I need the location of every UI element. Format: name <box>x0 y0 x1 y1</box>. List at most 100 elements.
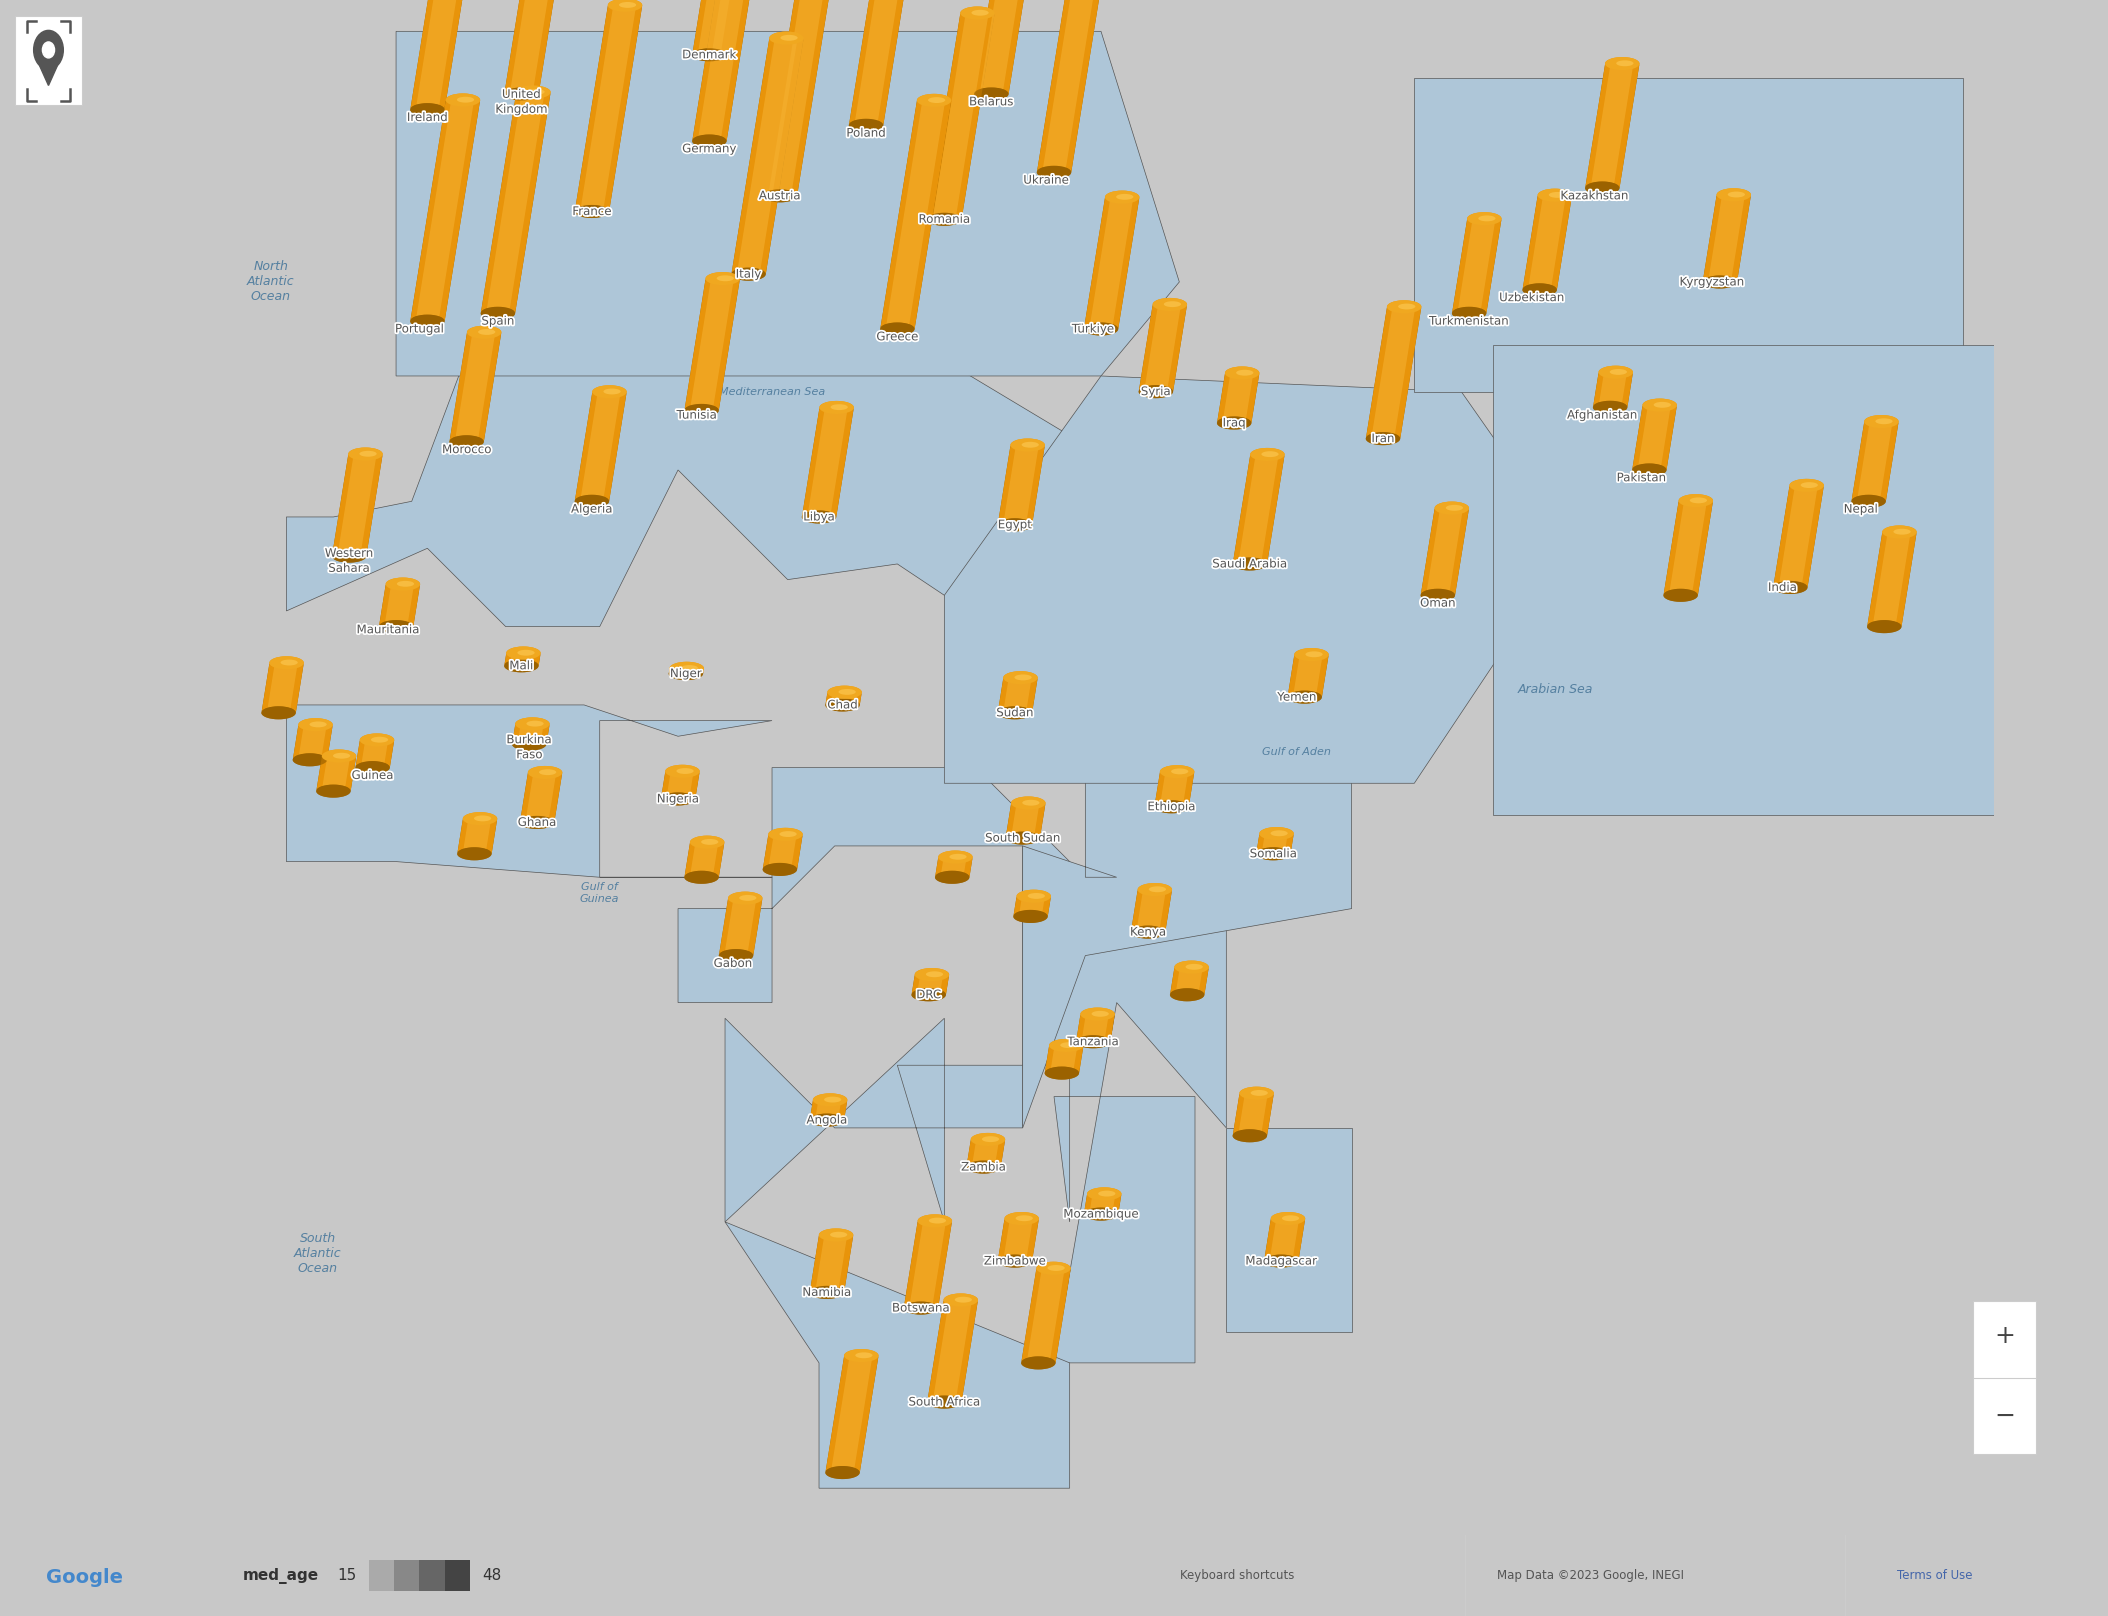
Ellipse shape <box>1084 323 1117 336</box>
Polygon shape <box>575 391 626 507</box>
Ellipse shape <box>839 688 856 695</box>
Text: Pakistan: Pakistan <box>1617 472 1665 485</box>
Ellipse shape <box>1421 588 1455 601</box>
Polygon shape <box>457 819 497 860</box>
Polygon shape <box>660 764 700 800</box>
Text: Yemen: Yemen <box>1277 690 1315 703</box>
Text: Niger: Niger <box>670 667 702 680</box>
Polygon shape <box>809 1100 847 1126</box>
Ellipse shape <box>1258 827 1294 840</box>
Text: Portugal: Portugal <box>394 323 445 336</box>
Polygon shape <box>1600 365 1627 402</box>
Polygon shape <box>363 734 390 763</box>
Polygon shape <box>668 663 704 674</box>
Polygon shape <box>980 0 1035 89</box>
Polygon shape <box>1233 1086 1273 1136</box>
Polygon shape <box>1288 654 1328 703</box>
Polygon shape <box>356 740 394 774</box>
Ellipse shape <box>1235 370 1254 375</box>
Polygon shape <box>997 1218 1039 1267</box>
Text: Namibia: Namibia <box>803 1286 852 1299</box>
Ellipse shape <box>1225 367 1258 380</box>
Ellipse shape <box>917 1214 953 1228</box>
Polygon shape <box>1265 1212 1305 1262</box>
Polygon shape <box>1037 0 1102 173</box>
Text: Angola: Angola <box>807 1113 847 1126</box>
Polygon shape <box>826 692 862 711</box>
Ellipse shape <box>360 451 377 457</box>
Ellipse shape <box>1014 910 1048 923</box>
Ellipse shape <box>1185 963 1204 970</box>
Ellipse shape <box>348 448 384 461</box>
Ellipse shape <box>944 1293 978 1307</box>
Ellipse shape <box>689 835 725 848</box>
Polygon shape <box>293 718 333 760</box>
Ellipse shape <box>1294 648 1328 661</box>
Polygon shape <box>1288 648 1328 698</box>
Text: Gulf of
Guinea: Gulf of Guinea <box>580 882 620 903</box>
Polygon shape <box>1012 797 1039 834</box>
Text: Kenya: Kenya <box>1130 926 1166 939</box>
Ellipse shape <box>1642 399 1678 412</box>
Text: Kyrgyzstan: Kyrgyzstan <box>1680 275 1745 289</box>
Polygon shape <box>763 834 803 876</box>
Ellipse shape <box>360 734 394 747</box>
Ellipse shape <box>1868 621 1901 633</box>
Ellipse shape <box>1691 498 1707 503</box>
Polygon shape <box>1851 415 1899 503</box>
Polygon shape <box>411 94 481 322</box>
Polygon shape <box>816 1228 847 1288</box>
Polygon shape <box>809 1094 847 1120</box>
Ellipse shape <box>997 1254 1033 1267</box>
Ellipse shape <box>1851 494 1887 507</box>
Polygon shape <box>660 771 700 805</box>
Ellipse shape <box>1478 215 1495 221</box>
Polygon shape <box>379 577 419 627</box>
Text: Mauritania: Mauritania <box>356 624 419 637</box>
Polygon shape <box>396 31 1178 377</box>
Ellipse shape <box>1632 464 1667 477</box>
Polygon shape <box>807 401 850 512</box>
Polygon shape <box>1014 890 1052 916</box>
Polygon shape <box>928 1299 978 1409</box>
Polygon shape <box>997 677 1037 719</box>
Text: Guinea: Guinea <box>352 769 394 782</box>
Polygon shape <box>928 1293 978 1403</box>
Ellipse shape <box>1790 478 1823 491</box>
Ellipse shape <box>379 621 413 633</box>
Ellipse shape <box>917 94 951 107</box>
Ellipse shape <box>504 659 540 672</box>
Polygon shape <box>356 734 394 768</box>
Ellipse shape <box>1537 189 1573 202</box>
Ellipse shape <box>457 97 474 103</box>
Polygon shape <box>685 835 725 877</box>
Polygon shape <box>261 656 304 713</box>
Text: Poland: Poland <box>845 126 885 139</box>
Polygon shape <box>974 0 1039 100</box>
Polygon shape <box>1052 1039 1077 1068</box>
Ellipse shape <box>809 1113 843 1126</box>
Polygon shape <box>1779 478 1819 583</box>
Text: 15: 15 <box>337 1568 356 1584</box>
Polygon shape <box>504 646 540 666</box>
Ellipse shape <box>1882 525 1916 538</box>
Polygon shape <box>725 1222 1069 1488</box>
Ellipse shape <box>386 577 419 591</box>
Polygon shape <box>512 718 550 745</box>
FancyBboxPatch shape <box>445 1561 470 1590</box>
Polygon shape <box>379 583 419 633</box>
Ellipse shape <box>820 401 854 414</box>
Ellipse shape <box>449 435 483 448</box>
Text: Tunisia: Tunisia <box>677 409 717 422</box>
Polygon shape <box>816 1094 841 1115</box>
Text: Saudi Arabia: Saudi Arabia <box>1212 558 1288 570</box>
Ellipse shape <box>575 205 609 218</box>
Ellipse shape <box>974 87 1008 100</box>
Ellipse shape <box>1138 882 1172 897</box>
Polygon shape <box>1037 0 1102 179</box>
Polygon shape <box>1594 365 1634 407</box>
Ellipse shape <box>904 1301 938 1314</box>
Text: Botswana: Botswana <box>892 1301 951 1314</box>
Ellipse shape <box>331 549 367 562</box>
Polygon shape <box>1421 507 1469 601</box>
